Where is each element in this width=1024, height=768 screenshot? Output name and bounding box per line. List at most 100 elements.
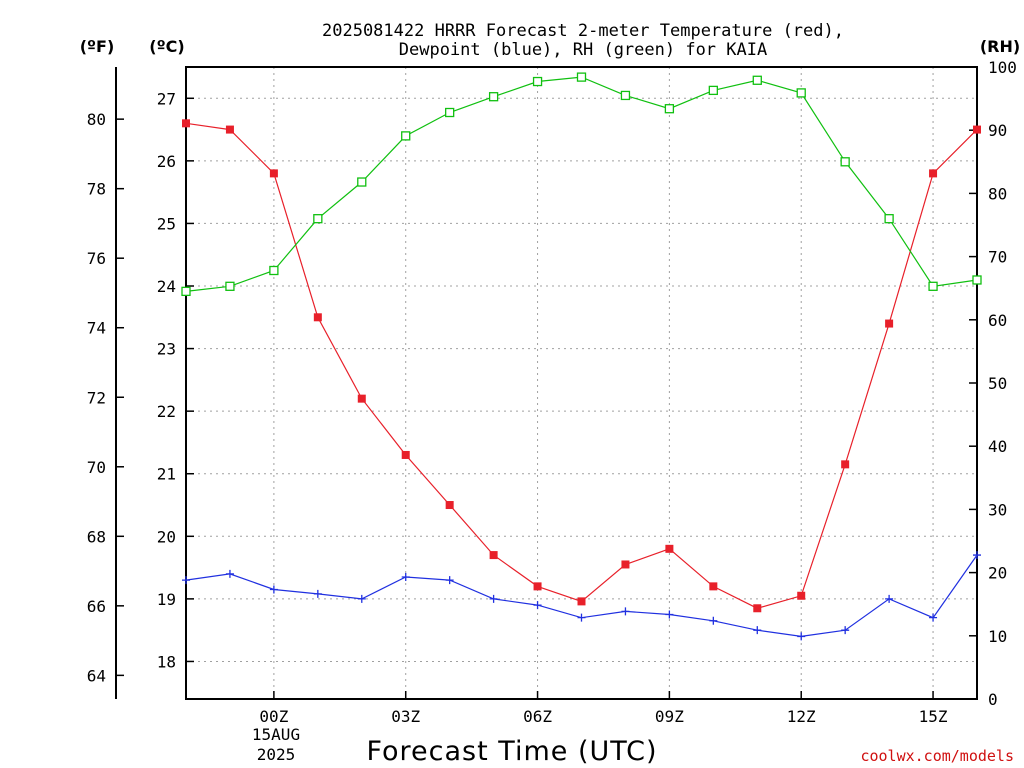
rh-point bbox=[576, 72, 587, 82]
x-axis-title: Forecast Time (UTC) bbox=[366, 736, 657, 767]
rh-point bbox=[972, 275, 982, 285]
dewpoint-point bbox=[182, 576, 190, 585]
temperature-point bbox=[577, 597, 586, 606]
x-date-label-day: 15AUG bbox=[252, 725, 300, 744]
celsius-tick-label: 21 bbox=[157, 465, 176, 484]
rh-point bbox=[752, 75, 762, 85]
credit-text: coolwx.com/models bbox=[860, 747, 1014, 765]
temperature-point bbox=[885, 319, 894, 328]
rh-tick-label: 70 bbox=[988, 248, 1007, 267]
rh-point bbox=[225, 281, 235, 291]
dewpoint-point bbox=[445, 576, 454, 585]
temperature-line bbox=[185, 122, 978, 609]
celsius-tick-label: 19 bbox=[157, 590, 176, 609]
temperature-point bbox=[445, 501, 454, 510]
rh-point bbox=[445, 107, 455, 118]
rh-point bbox=[532, 76, 543, 87]
temperature-point bbox=[973, 125, 981, 134]
dewpoint-point bbox=[841, 626, 850, 635]
rh-tick-label: 20 bbox=[988, 564, 1007, 583]
rh-point bbox=[796, 88, 806, 98]
dewpoint-point bbox=[665, 610, 674, 619]
dewpoint-point bbox=[973, 551, 981, 560]
rh-tick-label: 30 bbox=[988, 500, 1007, 519]
rh-point bbox=[357, 177, 367, 187]
dewpoint-point bbox=[885, 594, 894, 603]
temperature-point bbox=[797, 591, 806, 600]
dewpoint-point bbox=[709, 616, 718, 625]
celsius-tick-label: 25 bbox=[157, 214, 176, 233]
dewpoint-point bbox=[357, 594, 366, 603]
temperature-point bbox=[709, 582, 718, 591]
chart-title-line-2: Dewpoint (blue), RH (green) for KAIA bbox=[399, 40, 767, 60]
rh-point bbox=[708, 85, 718, 96]
x-tick-label: 06Z bbox=[523, 707, 552, 726]
temperature-point bbox=[225, 125, 234, 134]
dewpoint-point bbox=[401, 572, 410, 581]
temperature-point bbox=[533, 582, 542, 591]
temperature-point bbox=[269, 169, 278, 178]
rh-tick-label: 100 bbox=[988, 58, 1017, 77]
rh-tick-label: 0 bbox=[988, 690, 998, 709]
celsius-tick-label: 24 bbox=[157, 277, 176, 296]
temperature-point bbox=[621, 560, 630, 569]
dewpoint-point bbox=[269, 585, 278, 594]
rh-tick-label: 10 bbox=[988, 627, 1007, 646]
dewpoint-point bbox=[313, 589, 322, 598]
celsius-tick-label: 26 bbox=[157, 152, 176, 171]
rh-point bbox=[664, 104, 675, 114]
celsius-tick-label: 20 bbox=[157, 527, 176, 546]
temperature-point bbox=[753, 604, 762, 613]
axes: 18 19 20 21 22 23 24 25 26 27 00Z 03Z 06Z 09Z 12Z 15Z 64… bbox=[87, 58, 1017, 726]
rh-point bbox=[840, 157, 850, 167]
rh-point bbox=[488, 92, 499, 102]
temperature-point bbox=[489, 551, 498, 560]
temperature-point bbox=[841, 460, 850, 469]
fahrenheit-unit-label: (ºF) bbox=[80, 37, 115, 56]
rh-tick-label: 90 bbox=[988, 121, 1007, 140]
celsius-tick-label: 18 bbox=[157, 652, 176, 671]
temperature-point bbox=[665, 544, 674, 553]
rh-point bbox=[181, 286, 191, 297]
dewpoint-point bbox=[225, 569, 234, 578]
rh-point bbox=[401, 131, 411, 141]
rh-tick-label: 40 bbox=[988, 437, 1007, 456]
rh-line bbox=[185, 76, 978, 292]
fahrenheit-tick-label: 70 bbox=[87, 458, 106, 477]
rh-point bbox=[313, 214, 323, 224]
temperature-point bbox=[929, 169, 938, 178]
temperature-point bbox=[313, 313, 322, 322]
chart-title-line-1: 2025081422 HRRR Forecast 2-meter Tempera… bbox=[322, 21, 844, 41]
dewpoint-point bbox=[797, 632, 806, 641]
rh-point bbox=[269, 265, 279, 276]
dewpoint-line bbox=[185, 554, 978, 638]
fahrenheit-tick-label: 64 bbox=[87, 666, 106, 685]
dewpoint-point bbox=[577, 613, 586, 622]
celsius-tick-label: 23 bbox=[157, 340, 176, 359]
celsius-tick-label: 22 bbox=[157, 402, 176, 421]
x-date-label-year: 2025 bbox=[257, 745, 296, 764]
rh-unit-label: (RH) bbox=[980, 37, 1020, 56]
fahrenheit-tick-label: 72 bbox=[87, 388, 106, 407]
temperature-point bbox=[182, 119, 190, 128]
dewpoint-point bbox=[489, 594, 498, 603]
fahrenheit-tick-label: 68 bbox=[87, 527, 106, 546]
fahrenheit-tick-label: 74 bbox=[87, 319, 106, 338]
x-tick-label: 00Z bbox=[259, 707, 288, 726]
rh-tick-label: 80 bbox=[988, 184, 1007, 203]
fahrenheit-tick-label: 78 bbox=[87, 180, 106, 199]
rh-tick-label: 50 bbox=[988, 374, 1007, 393]
fahrenheit-tick-label: 76 bbox=[87, 249, 106, 268]
dewpoint-point bbox=[753, 626, 762, 635]
celsius-unit-label: (ºC) bbox=[149, 37, 184, 56]
fahrenheit-tick-label: 80 bbox=[87, 110, 106, 129]
rh-point bbox=[928, 281, 938, 291]
x-tick-label: 15Z bbox=[919, 707, 948, 726]
fahrenheit-tick-label: 66 bbox=[87, 597, 106, 616]
data-series bbox=[181, 72, 982, 641]
rh-tick-label: 60 bbox=[988, 311, 1007, 330]
x-tick-label: 09Z bbox=[655, 707, 684, 726]
dewpoint-point bbox=[621, 607, 630, 616]
rh-point bbox=[620, 90, 631, 101]
